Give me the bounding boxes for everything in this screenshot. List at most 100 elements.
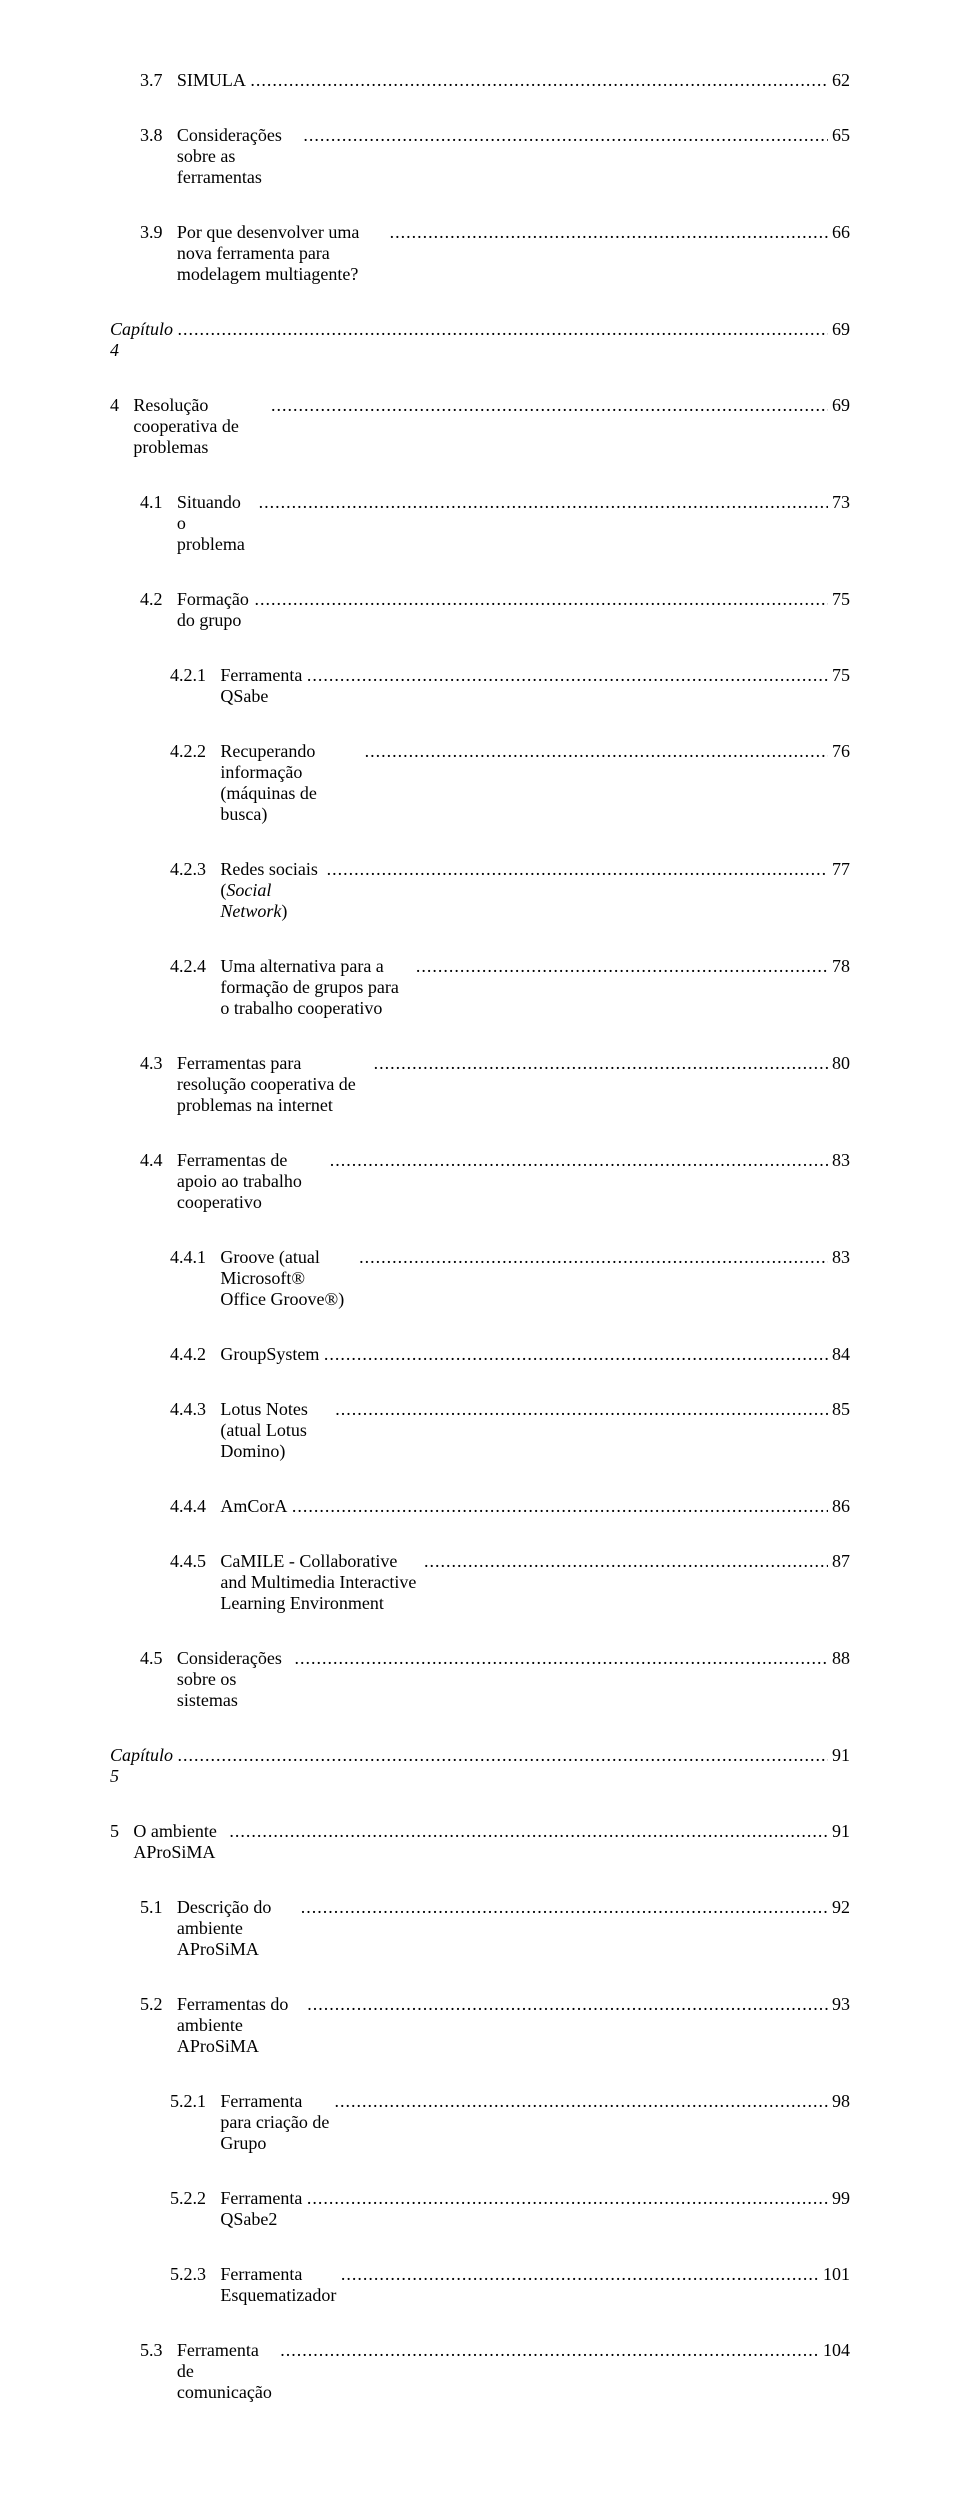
toc-entry: Capítulo 5 91 bbox=[110, 1745, 850, 1787]
toc-leader-dots bbox=[307, 1994, 827, 2015]
toc-leader-dots bbox=[229, 1821, 827, 1842]
toc-entry: 4.2.4 Uma alternativa para a formação de … bbox=[110, 956, 850, 1019]
toc-page-number: 75 bbox=[832, 665, 850, 686]
toc-page-number: 80 bbox=[832, 1053, 850, 1074]
toc-leader-dots bbox=[307, 2188, 828, 2209]
toc-title: Ferramentas de apoio ao trabalho coopera… bbox=[177, 1150, 325, 1213]
toc-leader-dots bbox=[416, 956, 828, 977]
toc-entry: 4.2.1Ferramenta QSabe75 bbox=[110, 665, 850, 707]
toc-leader-dots bbox=[294, 1648, 827, 1669]
toc-leader-dots bbox=[365, 741, 828, 762]
toc-entry: 4.1Situando o problema73 bbox=[110, 492, 850, 555]
toc-leader-dots bbox=[335, 2091, 828, 2112]
toc-entry: 5.3Ferramenta de comunicação104 bbox=[110, 2340, 850, 2403]
toc-number: 3.9 bbox=[140, 222, 163, 243]
toc-title: Uma alternativa para a formação de grupo… bbox=[220, 956, 411, 1019]
toc-number: 4.2.3 bbox=[170, 859, 206, 880]
toc-title: CaMILE - Collaborative and Multimedia In… bbox=[220, 1551, 419, 1614]
toc-title: Ferramentas do ambiente AProSiMA bbox=[177, 1994, 303, 2057]
toc-page-number: 92 bbox=[832, 1897, 850, 1918]
toc-number: 4 bbox=[110, 395, 119, 416]
toc-entry: 4.2.2 Recuperando informação (máquinas de… bbox=[110, 741, 850, 825]
toc-title: AmCorA bbox=[220, 1496, 287, 1517]
toc-number: 5.2 bbox=[140, 1994, 163, 2015]
toc-page: 3.7SIMULA623.8Considerações sobre as fer… bbox=[0, 0, 960, 2497]
toc-leader-dots bbox=[335, 1399, 827, 1420]
toc-title: Ferramenta Esquematizador bbox=[220, 2264, 336, 2306]
toc-entry: 5.2.3 Ferramenta Esquematizador 101 bbox=[110, 2264, 850, 2306]
toc-page-number: 101 bbox=[823, 2264, 850, 2285]
toc-page-number: 69 bbox=[832, 319, 850, 340]
toc-entry: 4.4.4AmCorA86 bbox=[110, 1496, 850, 1517]
toc-entry: 4.4.5CaMILE - Collaborative and Multimed… bbox=[110, 1551, 850, 1614]
toc-title: O ambiente AProSiMA bbox=[133, 1821, 224, 1863]
toc-number: 4.2.4 bbox=[170, 956, 206, 977]
toc-page-number: 91 bbox=[832, 1821, 850, 1842]
toc-number: 5.2.2 bbox=[170, 2188, 206, 2209]
toc-title: Ferramenta QSabe bbox=[220, 665, 302, 707]
toc-page-number: 65 bbox=[832, 125, 850, 146]
toc-title: Por que desenvolver uma nova ferramenta … bbox=[177, 222, 385, 285]
toc-title: Capítulo 4 bbox=[110, 319, 173, 361]
toc-page-number: 73 bbox=[832, 492, 850, 513]
toc-title: Considerações sobre os sistemas bbox=[177, 1648, 290, 1711]
toc-number: 5.2.3 bbox=[170, 2264, 206, 2285]
toc-leader-dots bbox=[271, 395, 828, 416]
toc-title: Descrição do ambiente AProSiMA bbox=[177, 1897, 296, 1960]
toc-title: Resolução cooperativa de problemas bbox=[133, 395, 266, 458]
toc-leader-dots bbox=[374, 1053, 828, 1074]
toc-page-number: 87 bbox=[832, 1551, 850, 1572]
toc-leader-dots bbox=[341, 2264, 819, 2285]
toc-page-number: 93 bbox=[832, 1994, 850, 2015]
toc-leader-dots bbox=[254, 589, 827, 610]
toc-entry: 4.3 Ferramentas para resolução cooperativ… bbox=[110, 1053, 850, 1116]
toc-entry: 3.7SIMULA62 bbox=[110, 70, 850, 91]
toc-title: Situando o problema bbox=[177, 492, 254, 555]
toc-entry: 4.4.3Lotus Notes (atual Lotus Domino)85 bbox=[110, 1399, 850, 1462]
toc-number: 4.4.1 bbox=[170, 1247, 206, 1268]
toc-page-number: 77 bbox=[832, 859, 850, 880]
toc-title: Considerações sobre as ferramentas bbox=[177, 125, 299, 188]
toc-leader-dots bbox=[301, 1897, 828, 1918]
toc-title: Ferramentas para resolução cooperativa d… bbox=[177, 1053, 369, 1116]
toc-leader-dots bbox=[424, 1551, 828, 1572]
toc-leader-dots bbox=[178, 319, 828, 340]
toc-title: Ferramenta QSabe2 bbox=[220, 2188, 302, 2230]
toc-title: Recuperando informação (máquinas de busc… bbox=[220, 741, 360, 825]
toc-number: 3.8 bbox=[140, 125, 163, 146]
toc-title: Ferramenta para criação de Grupo bbox=[220, 2091, 330, 2154]
toc-number: 4.4.2 bbox=[170, 1344, 206, 1365]
toc-page-number: 83 bbox=[832, 1247, 850, 1268]
toc-entry: 4.4.2GroupSystem84 bbox=[110, 1344, 850, 1365]
toc-leader-dots bbox=[178, 1745, 828, 1766]
toc-page-number: 62 bbox=[832, 70, 850, 91]
toc-page-number: 91 bbox=[832, 1745, 850, 1766]
toc-entry: 4.2Formação do grupo75 bbox=[110, 589, 850, 631]
toc-entry: 5.1Descrição do ambiente AProSiMA92 bbox=[110, 1897, 850, 1960]
toc-number: 5.2.1 bbox=[170, 2091, 206, 2112]
toc-number: 4.4 bbox=[140, 1150, 163, 1171]
toc-entry: 5.2 Ferramentas do ambiente AProSiMA 93 bbox=[110, 1994, 850, 2057]
toc-title: Formação do grupo bbox=[177, 589, 250, 631]
toc-leader-dots bbox=[359, 1247, 827, 1268]
toc-number: 4.4.3 bbox=[170, 1399, 206, 1420]
toc-title: Groove (atual Microsoft® Office Groove®) bbox=[220, 1247, 354, 1310]
toc-title: SIMULA bbox=[177, 70, 246, 91]
toc-entry: 4.2.3 Redes sociais (Social Network) 77 bbox=[110, 859, 850, 922]
toc-title-text: ) bbox=[281, 901, 287, 921]
toc-page-number: 85 bbox=[832, 1399, 850, 1420]
toc-leader-dots bbox=[250, 70, 827, 91]
toc-entry: 4Resolução cooperativa de problemas69 bbox=[110, 395, 850, 458]
toc-title: Capítulo 5 bbox=[110, 1745, 173, 1787]
toc-number: 4.3 bbox=[140, 1053, 163, 1074]
toc-leader-dots bbox=[327, 859, 828, 880]
toc-number: 4.2.2 bbox=[170, 741, 206, 762]
toc-leader-dots bbox=[330, 1150, 828, 1171]
toc-title: GroupSystem bbox=[220, 1344, 319, 1365]
toc-leader-dots bbox=[280, 2340, 818, 2361]
toc-number: 4.4.4 bbox=[170, 1496, 206, 1517]
toc-leader-dots bbox=[324, 1344, 828, 1365]
toc-entry: 3.9 Por que desenvolver uma nova ferramen… bbox=[110, 222, 850, 285]
toc-entry: 4.4.1 Groove (atual Microsoft® Office Gro… bbox=[110, 1247, 850, 1310]
toc-title: Redes sociais (Social Network) bbox=[220, 859, 322, 922]
